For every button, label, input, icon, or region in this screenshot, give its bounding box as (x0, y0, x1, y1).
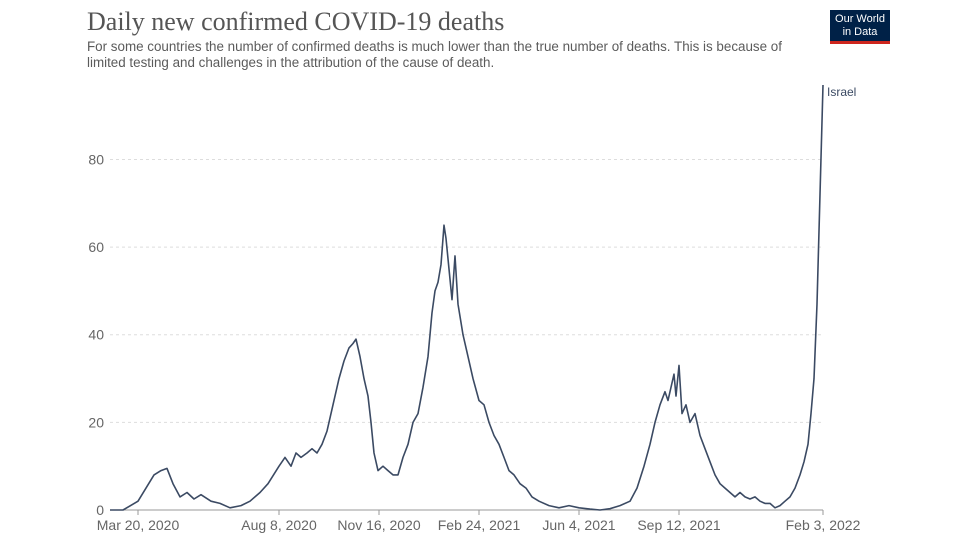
y-tick-label: 0 (96, 502, 104, 518)
logo-line-2: in Data (842, 25, 878, 38)
chart-title: Daily new confirmed COVID-19 deaths (87, 7, 505, 36)
series-line-israel (110, 84, 824, 511)
chart-subtitle: For some countries the number of confirm… (87, 39, 782, 70)
x-tick-label: Sep 12, 2021 (637, 517, 721, 533)
x-tick-label: Feb 3, 2022 (786, 517, 861, 533)
y-tick-label: 80 (88, 151, 104, 167)
logo-line-1: Our World (835, 13, 885, 25)
y-tick-label: 60 (88, 239, 104, 255)
y-tick-label: 40 (88, 327, 104, 343)
series-label: Israel (827, 85, 856, 99)
x-tick-label: Nov 16, 2020 (337, 517, 420, 533)
owid-logo[interactable]: Our World in Data (830, 10, 890, 44)
x-tick-label: Jun 4, 2021 (542, 517, 615, 533)
y-tick-label: 20 (88, 414, 104, 430)
x-tick-label: Aug 8, 2020 (241, 517, 317, 533)
x-tick-label: Mar 20, 2020 (97, 517, 180, 533)
x-tick-label: Feb 24, 2021 (438, 517, 521, 533)
